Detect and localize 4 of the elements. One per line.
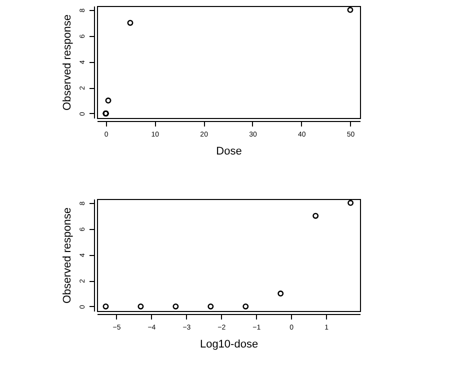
y-axis-title: Observed response bbox=[62, 14, 74, 110]
x-axis-title: Dose bbox=[216, 146, 242, 158]
y-axis-title: Observed response bbox=[62, 208, 74, 304]
x-axis-title: Log10-dose bbox=[200, 338, 258, 350]
